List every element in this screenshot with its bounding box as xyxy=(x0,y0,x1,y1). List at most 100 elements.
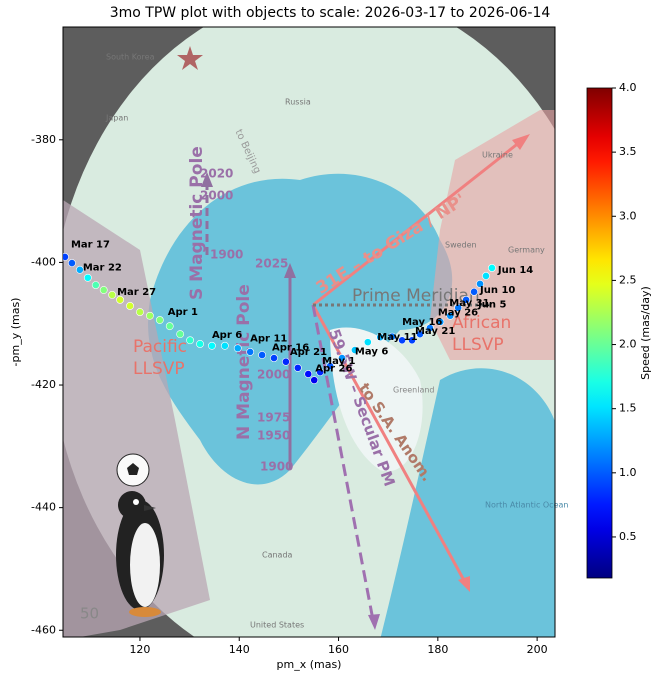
x-tick-label: 120 xyxy=(129,643,150,656)
point xyxy=(220,341,229,350)
point xyxy=(68,259,76,267)
map-label: 1950 xyxy=(257,429,290,443)
point xyxy=(83,273,92,282)
map-label: North Atlantic Ocean xyxy=(485,501,568,510)
y-tick-label: -460 xyxy=(31,623,56,636)
point xyxy=(270,354,278,362)
point xyxy=(63,253,69,261)
point xyxy=(176,330,185,339)
date-label: Mar 27 xyxy=(117,287,156,298)
map-label: Germany xyxy=(508,246,545,255)
date-label: Jun 10 xyxy=(479,285,515,296)
map-label: S Magnetic Pole xyxy=(187,146,207,300)
map-label: South Korea xyxy=(106,53,155,62)
x-tick-label: 200 xyxy=(527,643,548,656)
map-label: Prime Meridian xyxy=(352,286,480,306)
point xyxy=(304,370,313,378)
colorbar-tick-label: 1.5 xyxy=(619,402,637,415)
date-label: Apr 21 xyxy=(290,347,327,358)
point xyxy=(446,311,455,320)
map-label: Canada xyxy=(262,551,293,560)
point xyxy=(376,333,385,342)
y-tick-label: -440 xyxy=(31,501,56,514)
point xyxy=(425,324,434,332)
map-label: Ukraine xyxy=(482,151,513,160)
point xyxy=(136,308,144,316)
overlay-arrows xyxy=(201,134,530,630)
point xyxy=(338,354,346,362)
x-tick-label: 180 xyxy=(427,643,448,656)
map-label: 50 xyxy=(80,605,99,623)
map-label: 1900 xyxy=(210,248,243,262)
x-tick-label: 140 xyxy=(229,643,250,656)
colorbar-tick-label: 4.0 xyxy=(619,81,637,94)
colorbar-tick-label: 3.0 xyxy=(619,209,637,222)
point xyxy=(91,281,100,290)
point xyxy=(462,295,471,304)
date-label: Apr 1 xyxy=(168,307,198,318)
y-tick-label: -380 xyxy=(31,133,56,146)
colorbar-tick-label: 0.5 xyxy=(619,530,637,543)
y-axis-label: -pm_y (mas) xyxy=(9,298,22,367)
point xyxy=(293,363,302,372)
point xyxy=(165,322,174,331)
map-label: Japan xyxy=(105,114,128,123)
colorbar xyxy=(586,87,613,579)
date-label: Apr 16 xyxy=(272,343,309,354)
map-label: 2025 xyxy=(255,257,288,271)
map-label: Greenland xyxy=(393,386,435,395)
point xyxy=(470,287,478,296)
point xyxy=(75,265,84,274)
map-background xyxy=(63,27,555,637)
point xyxy=(108,291,117,299)
date-label: May 1 xyxy=(322,356,355,367)
point xyxy=(454,303,463,312)
colorbar-tick-label: 3.5 xyxy=(619,145,637,158)
point xyxy=(233,344,242,353)
date-label: Mar 17 xyxy=(71,240,110,251)
date-label: May 6 xyxy=(355,346,388,357)
map-label: African xyxy=(452,313,511,333)
map-label: Russia xyxy=(285,98,311,107)
point xyxy=(416,330,424,339)
point xyxy=(310,376,319,385)
point xyxy=(246,348,255,356)
point xyxy=(408,336,416,345)
y-tick-label: -400 xyxy=(31,255,56,268)
map-label: United States xyxy=(250,621,304,630)
date-label: May 31 xyxy=(449,298,489,309)
map-label: LLSVP xyxy=(133,359,185,379)
colorbar-tick-label: 2.5 xyxy=(619,273,637,286)
point xyxy=(398,336,406,345)
point xyxy=(208,341,216,350)
point xyxy=(186,336,194,345)
point xyxy=(116,295,124,304)
map-label: 2020 xyxy=(200,167,233,181)
point xyxy=(316,368,325,377)
colorbar-label: Speed (mas/day) xyxy=(639,286,652,380)
plot-frame xyxy=(62,26,556,638)
point xyxy=(482,272,490,280)
point xyxy=(363,338,372,347)
date-label: Jun 14 xyxy=(497,265,533,276)
point xyxy=(388,332,397,341)
y-tick-label: -420 xyxy=(31,378,56,391)
point xyxy=(155,316,164,324)
date-label: Apr 11 xyxy=(250,333,287,344)
map-label: 2000 xyxy=(200,189,233,203)
point xyxy=(99,286,108,294)
point xyxy=(476,279,484,288)
penguin xyxy=(116,453,164,617)
x-tick-label: 160 xyxy=(328,643,349,656)
x-axis-label: pm_x (mas) xyxy=(277,658,342,671)
date-label: May 11 xyxy=(377,332,417,343)
chart-title: 3mo TPW plot with objects to scale: 2026… xyxy=(110,5,551,21)
colorbar-tick-label: 2.0 xyxy=(619,338,637,351)
date-label: Apr 26 xyxy=(315,363,352,374)
map-label: 2000 xyxy=(257,368,290,382)
map-label: Pacific xyxy=(133,337,187,357)
date-label: Mar 22 xyxy=(83,262,122,273)
map-label: N Magnetic Pole xyxy=(234,284,254,440)
